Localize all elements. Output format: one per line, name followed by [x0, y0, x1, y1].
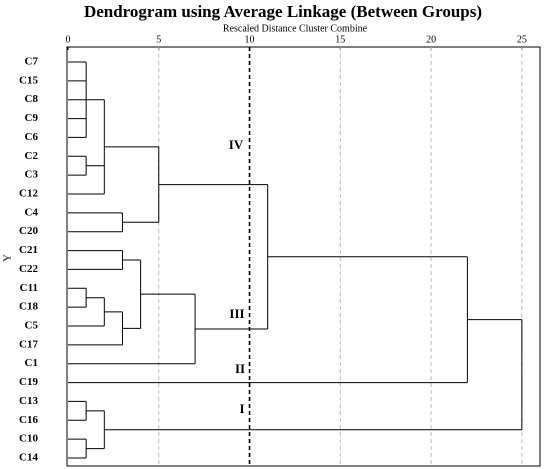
leaf-label: C7	[25, 56, 39, 68]
leaf-label: C19	[19, 376, 38, 388]
leaf-label: C20	[19, 225, 38, 237]
x-tick-label: 10	[245, 34, 255, 45]
leaf-label: C15	[19, 74, 38, 86]
leaf-label: C5	[25, 320, 39, 332]
leaf-label: C17	[19, 338, 38, 350]
cluster-label: I	[239, 401, 244, 416]
leaf-label: C12	[19, 188, 38, 200]
leaf-label: C2	[25, 150, 39, 162]
leaf-label: C1	[25, 357, 38, 369]
leaf-label: C6	[25, 131, 39, 143]
y-axis-title: Y	[2, 254, 14, 262]
x-axis-title: Rescaled Distance Cluster Combine	[223, 23, 368, 34]
leaf-label: C9	[25, 112, 39, 124]
x-tick-label: 5	[156, 34, 161, 45]
cluster-label: IV	[229, 137, 244, 152]
leaf-label: C8	[25, 93, 39, 105]
leaf-label: C3	[25, 169, 39, 181]
x-tick-label: 15	[335, 34, 345, 45]
leaf-label: C21	[19, 244, 38, 256]
leaf-label: C4	[25, 206, 39, 218]
leaf-label: C16	[19, 414, 38, 426]
leaf-label: C10	[19, 433, 38, 445]
x-tick-label: 0	[66, 34, 71, 45]
x-tick-label: 20	[426, 34, 436, 45]
leaf-label: C22	[19, 263, 38, 275]
cluster-label: III	[229, 306, 244, 321]
chart-title: Dendrogram using Average Linkage (Betwee…	[84, 2, 482, 21]
x-tick-label: 25	[517, 34, 527, 45]
leaf-label: C13	[19, 395, 38, 407]
cluster-label: II	[235, 361, 245, 376]
plot-frame	[66, 46, 541, 467]
leaf-label: C18	[19, 301, 38, 313]
leaf-label: C11	[20, 282, 38, 294]
leaf-label: C14	[19, 452, 38, 464]
